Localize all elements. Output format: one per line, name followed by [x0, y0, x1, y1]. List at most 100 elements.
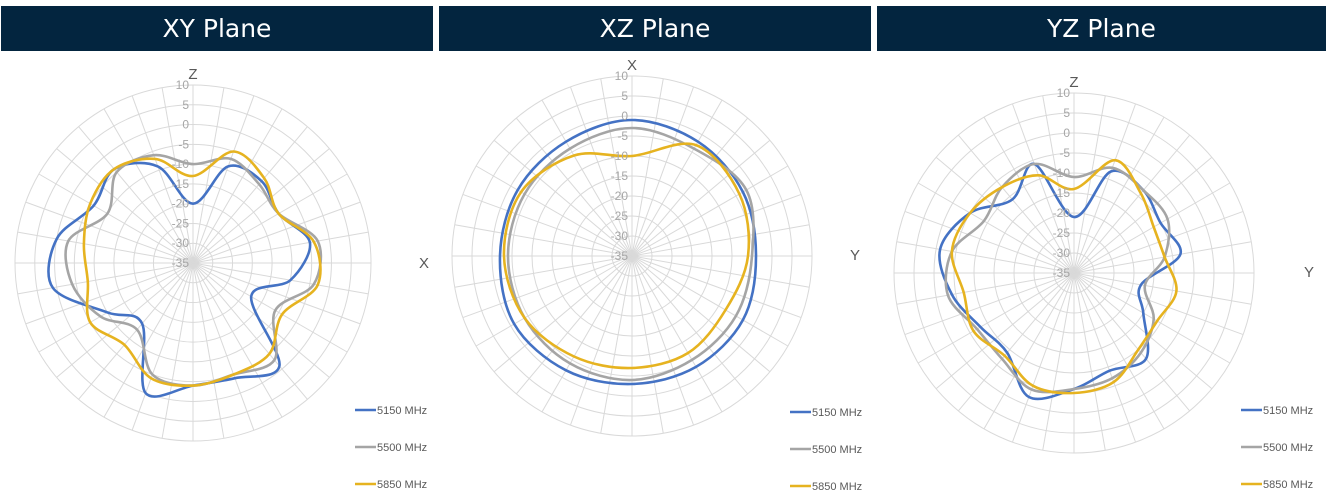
grid-spoke: [631, 255, 789, 347]
radial-tick-label: 0: [182, 118, 189, 132]
grid-spoke: [1073, 103, 1137, 274]
grid-spoke: [631, 193, 802, 257]
grid-spoke: [38, 173, 194, 264]
grid-spoke: [192, 148, 330, 264]
grid-spoke: [515, 255, 633, 395]
grid-spoke: [1011, 272, 1075, 443]
legend-label: 5850 MHz: [377, 479, 427, 491]
grid-spoke: [78, 262, 194, 400]
grid-spoke: [1073, 272, 1165, 430]
grid-spoke: [131, 262, 194, 431]
legend-label: 5500 MHz: [377, 442, 427, 454]
grid-spoke: [192, 262, 369, 295]
grid-spoke: [631, 255, 723, 413]
grid-spoke: [1073, 272, 1213, 390]
grid-spoke: [600, 78, 633, 257]
grid-spoke: [569, 255, 633, 426]
grid-spoke: [904, 272, 1075, 336]
grid-spoke: [917, 182, 1075, 274]
grid-spoke: [569, 86, 633, 257]
grid-spoke: [493, 255, 633, 373]
radial-tick-label: -35: [172, 256, 190, 270]
grid-spoke: [454, 224, 633, 257]
grid-spoke: [631, 99, 723, 257]
grid-spoke: [56, 148, 194, 264]
grid-spoke: [192, 231, 369, 264]
grid-spoke: [983, 116, 1075, 274]
grid-spoke: [161, 87, 194, 264]
grid-spoke: [192, 262, 308, 400]
legend-label: 5150 MHz: [1263, 405, 1313, 417]
legend-label: 5850 MHz: [812, 481, 862, 493]
grid-spoke: [515, 117, 633, 257]
grid-spoke: [493, 139, 633, 257]
series-line-5150-mhz: [498, 118, 758, 386]
grid-spoke: [896, 272, 1075, 305]
grid-spoke: [454, 255, 633, 288]
grid-spoke: [475, 165, 633, 257]
radial-tick-label: 10: [1057, 86, 1071, 100]
radial-tick-label: 10: [176, 78, 190, 92]
series-line-5850-mhz: [950, 158, 1178, 395]
legend-label: 5500 MHz: [1263, 442, 1313, 454]
radial-tick-label: 0: [1063, 126, 1070, 140]
radial-tick-label: -15: [1053, 186, 1071, 200]
series-line-5500-mhz: [506, 126, 755, 382]
grid-spoke: [462, 193, 633, 257]
top-axis-label: X: [627, 57, 637, 74]
grid-spoke: [631, 139, 771, 257]
legend-label: 5500 MHz: [812, 444, 862, 456]
grid-spoke: [935, 272, 1075, 390]
grid-spoke: [631, 255, 749, 395]
grid-spoke: [192, 262, 255, 431]
grid-spoke: [631, 255, 695, 426]
grid-spoke: [192, 262, 348, 353]
legend-label: 5150 MHz: [377, 405, 427, 417]
grid-spoke: [192, 262, 283, 418]
grid-spoke: [462, 255, 633, 319]
grid-spoke: [192, 126, 308, 264]
radial-tick-label: 5: [1063, 106, 1070, 120]
grid-spoke: [192, 87, 225, 264]
grid-spoke: [17, 231, 194, 264]
grid-spoke: [904, 210, 1075, 274]
grid-spoke: [935, 156, 1075, 274]
radial-tick-label: -30: [172, 236, 190, 250]
top-axis-label: Z: [1069, 74, 1078, 91]
series-line-5500-mhz: [944, 162, 1171, 394]
grid-spoke: [1073, 116, 1165, 274]
radial-tick-label: -20: [611, 189, 629, 203]
radial-tick-label: -15: [172, 177, 190, 191]
radial-tick-label: 5: [182, 98, 189, 112]
side-axis-label: Y: [1304, 264, 1314, 281]
grid-spoke: [131, 95, 194, 264]
radial-tick-label: -10: [611, 149, 629, 163]
grid-spoke: [1073, 272, 1191, 412]
grid-spoke: [78, 126, 194, 264]
panel-title-yz: YZ Plane: [877, 6, 1326, 51]
radial-tick-label: -30: [611, 229, 629, 243]
radial-tick-label: -5: [1059, 146, 1070, 160]
grid-spoke: [1073, 95, 1106, 274]
grid-spoke: [192, 262, 361, 325]
grid-spoke: [1073, 272, 1244, 336]
grid-spoke: [1073, 272, 1106, 451]
radial-tick-label: -20: [172, 197, 190, 211]
grid-spoke: [192, 95, 255, 264]
grid-spoke: [475, 255, 633, 347]
radial-tick-label: -10: [172, 157, 190, 171]
radial-tick-label: 10: [615, 69, 629, 83]
grid-spoke: [192, 262, 225, 439]
radial-tick-label: -30: [1053, 246, 1071, 260]
side-axis-label: X: [419, 255, 429, 272]
grid-spoke: [957, 134, 1075, 274]
series-line-5850-mhz: [502, 142, 751, 370]
radial-tick-label: 5: [621, 89, 628, 103]
radial-tick-label: 0: [621, 109, 628, 123]
grid-spoke: [631, 255, 802, 319]
legend-label: 5150 MHz: [812, 407, 862, 419]
radial-tick-label: -10: [1053, 166, 1071, 180]
grid-spoke: [631, 86, 695, 257]
grid-spoke: [600, 255, 633, 434]
